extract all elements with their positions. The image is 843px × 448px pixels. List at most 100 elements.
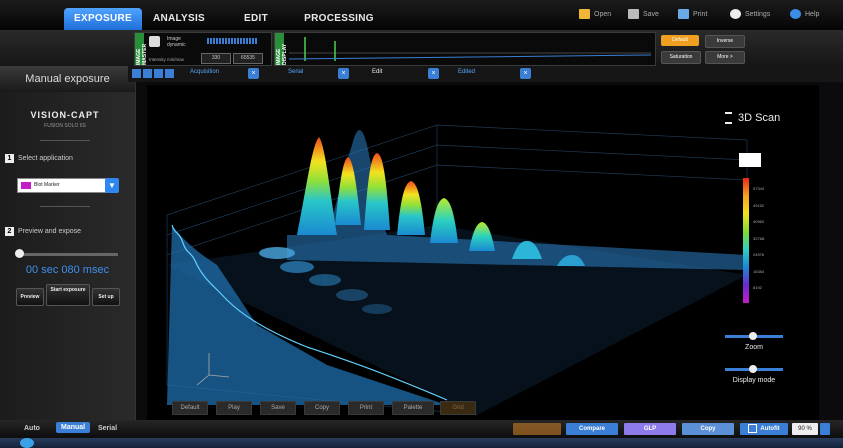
close-icon[interactable]: × (248, 68, 259, 79)
intensity-min-field[interactable]: 330 (201, 53, 231, 64)
saturation-button[interactable]: Saturation (661, 51, 701, 64)
3d-surface-plot (166, 124, 748, 416)
exposure-slider-handle[interactable] (15, 249, 24, 258)
zoom-value-field[interactable]: 90 % (792, 423, 818, 435)
save-link[interactable]: Save (628, 9, 659, 21)
autofit-button[interactable]: Autofit (740, 423, 788, 435)
mode-manual[interactable]: Manual (56, 422, 91, 433)
start-exposure-button[interactable]: Start exposure (46, 284, 90, 306)
tab-edited[interactable]: Edited (458, 69, 476, 75)
image-display-panel: IMAGE DISPLAY (274, 32, 656, 66)
mode-serial[interactable]: Serial (98, 425, 118, 432)
divider (40, 140, 90, 141)
floor-plane (167, 225, 747, 415)
divider (40, 206, 90, 207)
last-icon[interactable] (165, 69, 174, 78)
compare-button[interactable]: Compare (566, 423, 618, 435)
peak-3 (364, 153, 390, 230)
peak-8 (557, 255, 585, 266)
tab-exposure[interactable]: EXPOSURE (64, 8, 142, 30)
copy-button[interactable]: Copy (682, 423, 734, 435)
print-label: Print (693, 11, 708, 18)
tab-edit-view[interactable]: Edit (372, 69, 383, 75)
colorbar-tick: 32768 (753, 235, 765, 241)
step-2-number: 2 (5, 227, 14, 236)
sidebar-title: Manual exposure (0, 66, 135, 92)
colorbar-tick: 8192 (753, 285, 762, 290)
colorbar-legend-box (739, 153, 761, 167)
close-icon[interactable]: × (338, 68, 349, 79)
orange-action-button[interactable] (513, 423, 561, 435)
image-master-panel: IMAGE MASTER Image dynamic Intensity min… (134, 32, 272, 66)
previous-icon[interactable] (143, 69, 152, 78)
glp-button[interactable]: GLP (624, 423, 676, 435)
application-value: Blot Marker (34, 182, 60, 188)
colorbar-tick: 24576 (753, 252, 765, 257)
menu-icon (725, 112, 732, 125)
spot (362, 304, 392, 314)
step-1-number: 1 (5, 154, 14, 163)
tab-analysis[interactable]: ANALYSIS (152, 13, 206, 24)
grid-button[interactable]: Grid (440, 401, 476, 415)
zoom-stepper-icon[interactable] (820, 423, 830, 435)
default-button[interactable]: Default (661, 35, 699, 46)
setup-button[interactable]: Set up (92, 288, 120, 306)
first-icon[interactable] (132, 69, 141, 78)
close-icon[interactable]: × (428, 68, 439, 79)
viewer-tabs: Acquisition × Serial × Edit × Edited × (128, 66, 843, 82)
spot (336, 289, 368, 301)
start-orb-icon[interactable] (20, 438, 34, 448)
colorbar (743, 178, 749, 303)
tab-serial[interactable]: Serial (288, 69, 304, 75)
play-button[interactable]: Play (216, 401, 252, 415)
top-navigation: EXPOSURE ANALYSIS EDIT PROCESSING Open S… (0, 0, 843, 30)
default-view-button[interactable]: Default (172, 401, 208, 415)
step-2-label: Preview and expose (18, 228, 82, 235)
open-label: Open (594, 11, 612, 18)
help-link[interactable]: Help (790, 9, 819, 21)
settings-link[interactable]: Settings (730, 9, 770, 21)
folder-icon (579, 9, 590, 20)
open-link[interactable]: Open (579, 9, 611, 21)
brand-logo: VISION-CAPT (30, 110, 100, 120)
chevron-down-icon[interactable]: ▼ (105, 178, 119, 193)
image-toolbar: IMAGE MASTER Image dynamic Intensity min… (0, 30, 843, 66)
display-mode-slider-handle[interactable] (749, 365, 757, 373)
3d-scan-viewer[interactable]: 3D Scan 57344 49152 40960 32768 24576 16… (147, 85, 819, 420)
colorbar-tick: 49152 (753, 202, 765, 208)
peak-2 (335, 157, 361, 225)
spot (280, 261, 314, 273)
exposure-slider-track[interactable] (18, 253, 118, 256)
peak-1 (297, 137, 337, 235)
back-ridge (287, 130, 747, 270)
help-icon (790, 9, 801, 20)
tab-acquisition[interactable]: Acquisition (190, 69, 220, 75)
copy-view-button[interactable]: Copy (304, 401, 340, 415)
preview-button[interactable]: Preview (16, 288, 44, 306)
viewer-title-text: 3D Scan (738, 112, 781, 124)
spot (259, 247, 295, 259)
tab-edit[interactable]: EDIT (244, 13, 268, 24)
peak-5 (430, 198, 458, 243)
brand-subtitle: FUSION SOLO 6S (44, 123, 86, 129)
zoom-label: Zoom (745, 344, 763, 351)
application-select[interactable]: Blot Marker (17, 178, 107, 193)
zoom-slider-handle[interactable] (749, 332, 757, 340)
autofit-label: Autofit (760, 426, 780, 432)
close-icon[interactable]: × (520, 68, 531, 79)
settings-label: Settings (745, 11, 771, 18)
save-view-button[interactable]: Save (260, 401, 296, 415)
mode-auto[interactable]: Auto (24, 425, 40, 432)
tab-processing[interactable]: PROCESSING (304, 13, 374, 24)
more-button[interactable]: More > (705, 51, 745, 64)
print-link[interactable]: Print (678, 9, 707, 21)
next-icon[interactable] (154, 69, 163, 78)
palette-button[interactable]: Palette (392, 401, 434, 415)
colorbar-tick: 40960 (753, 219, 765, 224)
intensity-max-field[interactable]: 65535 (233, 53, 263, 64)
left-lane-signal (167, 225, 447, 405)
print-view-button[interactable]: Print (348, 401, 384, 415)
viewer-title: 3D Scan (725, 112, 781, 125)
left-lane-edge (171, 224, 448, 401)
inverse-button[interactable]: Inverse (705, 35, 745, 48)
